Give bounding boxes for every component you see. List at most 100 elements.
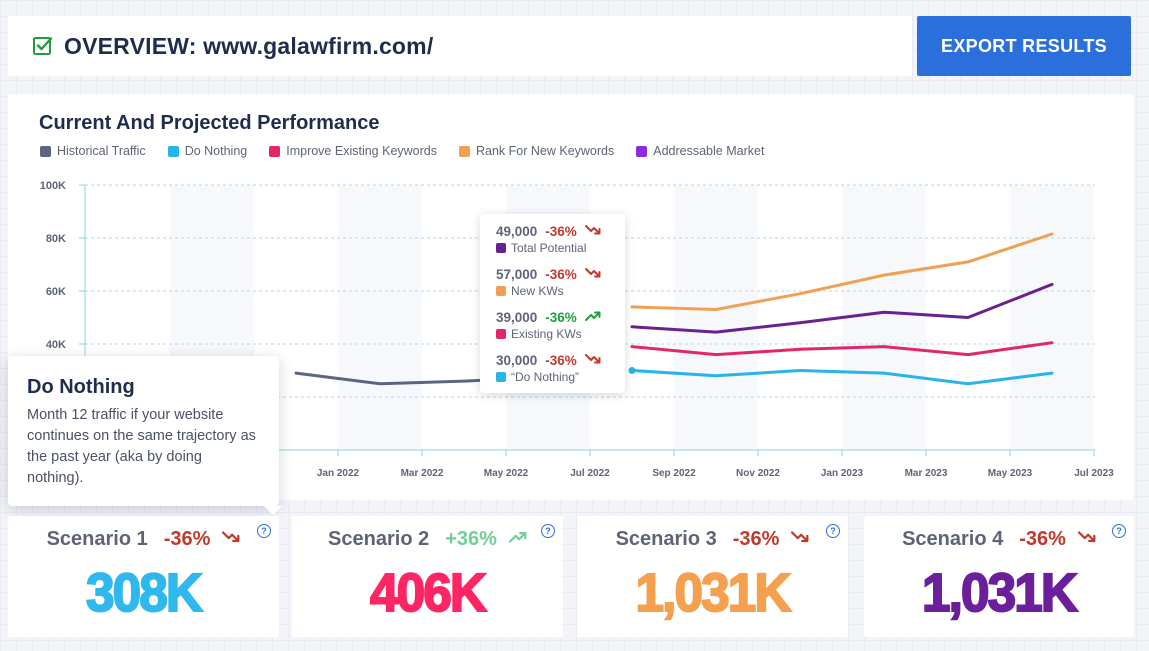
trend-down-icon xyxy=(1077,530,1096,549)
scenario-percent: -36% xyxy=(163,528,211,550)
x-tick-label: Nov 2022 xyxy=(736,468,780,479)
trend-down-icon xyxy=(222,530,240,549)
legend-item-rank-for-new-keywords[interactable]: Rank For New Keywords xyxy=(459,144,614,158)
tooltip-percent: -36% xyxy=(545,353,577,368)
info-popup-title: Do Nothing xyxy=(27,376,135,398)
tooltip-value: 57,000 xyxy=(496,267,538,282)
x-tick-label: May 2022 xyxy=(484,468,529,479)
trend-down-icon xyxy=(791,530,809,549)
scenario-value: 1,031K xyxy=(921,562,1079,624)
series-line-rank-for-new-keywords[interactable] xyxy=(630,232,1054,311)
scenario-header: Scenario 2 +36% xyxy=(292,528,563,551)
legend-swatch xyxy=(167,145,179,157)
do-nothing-info-popup: Do Nothing Month 12 traffic if your webs… xyxy=(8,356,282,515)
tooltip-value: 30,000 xyxy=(496,353,538,368)
trend-up-icon xyxy=(584,310,601,325)
trend-down-icon xyxy=(584,224,601,239)
tooltip-label: “Do Nothing” xyxy=(511,370,580,384)
scenario-card-2[interactable]: Scenario 2 +36%? 406K xyxy=(292,516,563,637)
legend-swatch xyxy=(40,145,51,157)
series-line-do-nothing[interactable] xyxy=(630,369,1054,386)
legend-label: Historical Traffic xyxy=(57,144,146,158)
x-tick-label: Sep 2022 xyxy=(652,468,696,479)
help-icon[interactable]: ? xyxy=(1112,524,1126,538)
x-tick-label: Jul 2023 xyxy=(1074,468,1114,479)
chart-band xyxy=(674,185,758,450)
y-tick-label: 80K xyxy=(46,233,66,245)
tooltip-value: 49,000 xyxy=(496,224,538,239)
export-results-button[interactable]: EXPORT RESULTS xyxy=(917,16,1131,76)
scenario-percent: -36% xyxy=(1019,528,1066,550)
tooltip-percent: -36% xyxy=(545,224,577,239)
x-tick-label: Jan 2022 xyxy=(317,468,360,479)
chart-band xyxy=(842,185,926,450)
help-icon[interactable]: ? xyxy=(826,524,840,538)
scenario-header: Scenario 1 -36% xyxy=(8,528,279,551)
trend-down-icon xyxy=(584,267,601,282)
legend-item-historical-traffic[interactable]: Historical Traffic xyxy=(40,144,146,158)
legend-item-do-nothing[interactable]: Do Nothing xyxy=(167,144,248,158)
legend-label: Do Nothing xyxy=(184,144,248,158)
legend-swatch xyxy=(636,145,648,157)
tooltip-swatch xyxy=(496,243,506,253)
trend-down-icon xyxy=(584,353,601,368)
tooltip-value: 39,000 xyxy=(496,310,538,325)
chart-legend: Historical Traffic Do Nothing Improve Exis… xyxy=(40,144,764,158)
info-popup-text: Month 12 traffic if your website continu… xyxy=(27,407,256,486)
overview-header: OVERVIEW: www.galawfirm.com/ xyxy=(8,16,912,76)
y-tick-label: 100K xyxy=(40,180,66,192)
x-tick-label: Jul 2022 xyxy=(570,468,610,479)
tooltip-percent: -36% xyxy=(545,267,577,282)
series-line-improve-existing-keywords[interactable] xyxy=(630,341,1054,357)
chart-band xyxy=(1010,185,1094,450)
chart-title: Current And Projected Performance xyxy=(39,112,380,134)
scenario-percent: -36% xyxy=(732,528,780,550)
scenario-value: 1,031K xyxy=(635,562,793,624)
scenario-card-3[interactable]: Scenario 3 -36%? 1,031K xyxy=(577,516,848,637)
scenario-value: 308K xyxy=(85,562,204,624)
help-icon[interactable]: ? xyxy=(257,524,271,538)
scenario-name: Scenario 1 xyxy=(46,528,148,550)
tooltip-row: 57,000 -36% New KWs xyxy=(496,267,611,310)
legend-label: Rank For New Keywords xyxy=(476,144,615,158)
legend-item-improve-existing-keywords[interactable]: Improve Existing Keywords xyxy=(269,144,437,158)
scenario-card-4[interactable]: Scenario 4 -36%? 1,031K xyxy=(864,516,1134,637)
trend-up-icon xyxy=(508,530,527,549)
tooltip-label: Total Potential xyxy=(511,241,587,255)
tooltip-percent: -36% xyxy=(545,310,577,325)
page-title: OVERVIEW: www.galawfirm.com/ xyxy=(64,32,434,59)
scenario-name: Scenario 3 xyxy=(615,528,717,550)
help-icon[interactable]: ? xyxy=(541,524,555,538)
series-point-do-nothing xyxy=(628,367,636,374)
x-tick-label: Mar 2022 xyxy=(401,468,444,479)
scenario-header: Scenario 3 -36% xyxy=(577,528,848,551)
chart-tooltip: 49,000 -36% Total Potential 57,000 -36% New K… xyxy=(480,214,625,393)
tooltip-label: Existing KWs xyxy=(511,327,582,341)
scenario-name: Scenario 4 xyxy=(902,528,1004,550)
x-tick-label: Jan 2023 xyxy=(821,468,864,479)
tooltip-swatch xyxy=(496,286,506,296)
x-tick-label: May 2023 xyxy=(988,468,1033,479)
y-tick-label: 40K xyxy=(46,339,66,351)
legend-swatch xyxy=(459,145,470,157)
scenario-percent: +36% xyxy=(445,528,497,550)
tooltip-row: 39,000 -36% Existing KWs xyxy=(496,310,611,353)
chart-band xyxy=(338,185,422,450)
series-line-addressable-market[interactable] xyxy=(630,282,1054,334)
tooltip-swatch xyxy=(496,372,506,382)
y-tick-label: 60K xyxy=(46,286,66,298)
legend-swatch xyxy=(269,145,281,157)
scenario-name: Scenario 2 xyxy=(328,528,430,550)
check-square-icon xyxy=(33,37,53,55)
legend-item-addressable-market[interactable]: Addressable Market xyxy=(636,144,764,158)
scenario-header: Scenario 4 -36% xyxy=(864,528,1134,551)
tooltip-swatch xyxy=(496,329,506,339)
legend-label: Addressable Market xyxy=(653,144,765,158)
x-tick-label: Mar 2023 xyxy=(905,468,948,479)
scenario-value: 406K xyxy=(369,562,488,624)
scenario-card-1[interactable]: Scenario 1 -36%? 308K xyxy=(8,516,279,637)
tooltip-label: New KWs xyxy=(511,284,564,298)
legend-label: Improve Existing Keywords xyxy=(286,144,437,158)
tooltip-row: 30,000 -36% “Do Nothing” xyxy=(496,353,611,396)
tooltip-row: 49,000 -36% Total Potential xyxy=(496,224,611,267)
